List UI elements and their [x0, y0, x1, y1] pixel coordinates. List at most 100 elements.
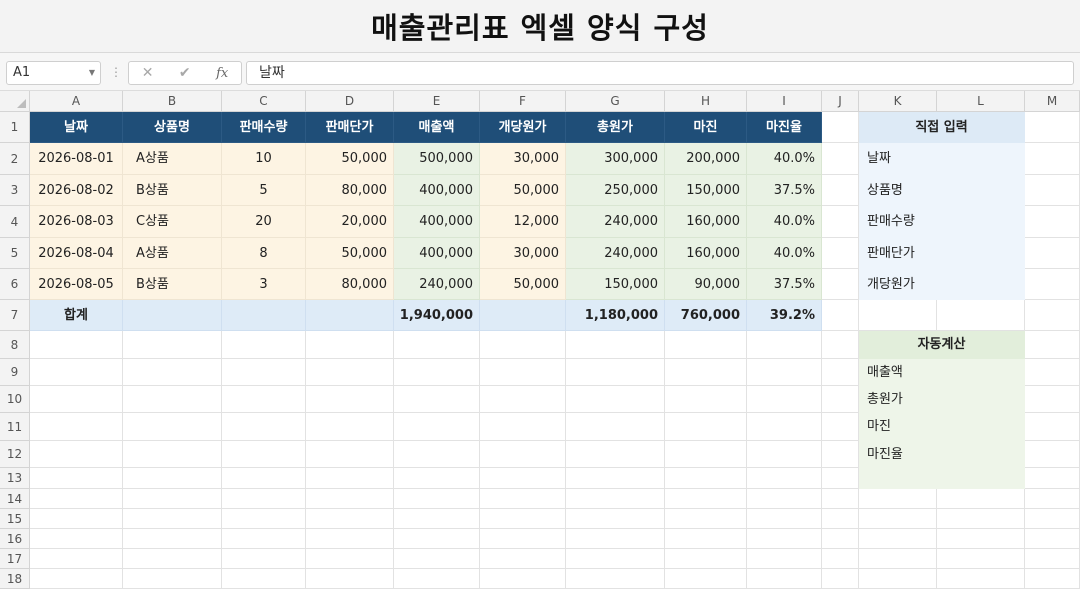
- cell-i15[interactable]: [747, 509, 822, 529]
- table-cell[interactable]: 10: [222, 143, 306, 175]
- table-cell[interactable]: 240,000: [394, 269, 480, 300]
- cancel-icon[interactable]: ✕: [141, 65, 154, 81]
- cell-j1[interactable]: [822, 112, 859, 143]
- cell-j10[interactable]: [822, 386, 859, 413]
- total-margin-rate[interactable]: 39.2%: [747, 300, 822, 331]
- cell-m16[interactable]: [1025, 529, 1080, 549]
- row-header-5[interactable]: 5: [0, 238, 30, 269]
- column-header-i[interactable]: I: [747, 91, 822, 112]
- cell-a10[interactable]: [30, 386, 123, 413]
- table-header-4[interactable]: 판매단가: [306, 112, 394, 143]
- column-header-d[interactable]: D: [306, 91, 394, 112]
- cell-h13[interactable]: [665, 468, 747, 489]
- cell-g8[interactable]: [566, 331, 665, 359]
- cell-c17[interactable]: [222, 549, 306, 569]
- cell-b15[interactable]: [123, 509, 222, 529]
- table-cell[interactable]: 2026-08-05: [30, 269, 123, 300]
- cell-b18[interactable]: [123, 569, 222, 589]
- cell-m2[interactable]: [1025, 143, 1080, 175]
- cell-f12[interactable]: [480, 441, 566, 468]
- cell-k15[interactable]: [859, 509, 937, 529]
- cell-b8[interactable]: [123, 331, 222, 359]
- cell-j9[interactable]: [822, 359, 859, 386]
- table-cell[interactable]: 37.5%: [747, 175, 822, 206]
- table-cell[interactable]: 240,000: [566, 206, 665, 238]
- row-header-15[interactable]: 15: [0, 509, 30, 529]
- table-cell[interactable]: 3: [222, 269, 306, 300]
- table-cell[interactable]: 12,000: [480, 206, 566, 238]
- cell-j5[interactable]: [822, 238, 859, 269]
- cell-d17[interactable]: [306, 549, 394, 569]
- cell-b11[interactable]: [123, 413, 222, 441]
- cell-c8[interactable]: [222, 331, 306, 359]
- cell-m12[interactable]: [1025, 441, 1080, 468]
- cell-k18[interactable]: [859, 569, 937, 589]
- table-cell[interactable]: 2026-08-02: [30, 175, 123, 206]
- table-cell[interactable]: 20: [222, 206, 306, 238]
- total-cell[interactable]: [222, 300, 306, 331]
- cell-e18[interactable]: [394, 569, 480, 589]
- column-header-m[interactable]: M: [1025, 91, 1080, 112]
- cell-e13[interactable]: [394, 468, 480, 489]
- name-box[interactable]: A1 ▼: [6, 61, 101, 85]
- cell-f13[interactable]: [480, 468, 566, 489]
- table-cell[interactable]: 400,000: [394, 175, 480, 206]
- cell-c9[interactable]: [222, 359, 306, 386]
- cell-j13[interactable]: [822, 468, 859, 489]
- row-header-7[interactable]: 7: [0, 300, 30, 331]
- cell-e10[interactable]: [394, 386, 480, 413]
- confirm-icon[interactable]: ✔: [178, 65, 191, 81]
- cell-i16[interactable]: [747, 529, 822, 549]
- table-cell[interactable]: 37.5%: [747, 269, 822, 300]
- cell-d11[interactable]: [306, 413, 394, 441]
- cell-k16[interactable]: [859, 529, 937, 549]
- cell-g9[interactable]: [566, 359, 665, 386]
- table-cell[interactable]: 40.0%: [747, 238, 822, 269]
- row-header-18[interactable]: 18: [0, 569, 30, 589]
- table-cell[interactable]: 40.0%: [747, 143, 822, 175]
- table-cell[interactable]: 40.0%: [747, 206, 822, 238]
- cell-e17[interactable]: [394, 549, 480, 569]
- table-header-8[interactable]: 마진: [665, 112, 747, 143]
- table-cell[interactable]: 250,000: [566, 175, 665, 206]
- total-total-cost[interactable]: 1,180,000: [566, 300, 665, 331]
- table-header-2[interactable]: 상품명: [123, 112, 222, 143]
- table-header-3[interactable]: 판매수량: [222, 112, 306, 143]
- table-header-5[interactable]: 매출액: [394, 112, 480, 143]
- cell-i9[interactable]: [747, 359, 822, 386]
- cell-i10[interactable]: [747, 386, 822, 413]
- table-cell[interactable]: 90,000: [665, 269, 747, 300]
- cell-j16[interactable]: [822, 529, 859, 549]
- table-cell[interactable]: A상품: [123, 238, 222, 269]
- cell-h10[interactable]: [665, 386, 747, 413]
- table-header-7[interactable]: 총원가: [566, 112, 665, 143]
- cell-m1[interactable]: [1025, 112, 1080, 143]
- table-cell[interactable]: 50,000: [306, 238, 394, 269]
- cell-j18[interactable]: [822, 569, 859, 589]
- total-sales[interactable]: 1,940,000: [394, 300, 480, 331]
- table-cell[interactable]: 50,000: [480, 175, 566, 206]
- cell-h18[interactable]: [665, 569, 747, 589]
- table-header-1[interactable]: 날짜: [30, 112, 123, 143]
- cell-l7[interactable]: [937, 300, 1025, 331]
- function-icon[interactable]: fx: [216, 65, 229, 81]
- cell-j3[interactable]: [822, 175, 859, 206]
- cell-c16[interactable]: [222, 529, 306, 549]
- cell-h12[interactable]: [665, 441, 747, 468]
- cell-i11[interactable]: [747, 413, 822, 441]
- cell-l18[interactable]: [937, 569, 1025, 589]
- cell-c14[interactable]: [222, 489, 306, 509]
- row-header-10[interactable]: 10: [0, 386, 30, 413]
- cell-i12[interactable]: [747, 441, 822, 468]
- cell-a16[interactable]: [30, 529, 123, 549]
- cell-c12[interactable]: [222, 441, 306, 468]
- table-cell[interactable]: 160,000: [665, 206, 747, 238]
- cell-f17[interactable]: [480, 549, 566, 569]
- cell-b16[interactable]: [123, 529, 222, 549]
- cell-j6[interactable]: [822, 269, 859, 300]
- select-all-corner[interactable]: [0, 91, 30, 112]
- cell-a9[interactable]: [30, 359, 123, 386]
- cell-a17[interactable]: [30, 549, 123, 569]
- table-cell[interactable]: 30,000: [480, 238, 566, 269]
- cell-j2[interactable]: [822, 143, 859, 175]
